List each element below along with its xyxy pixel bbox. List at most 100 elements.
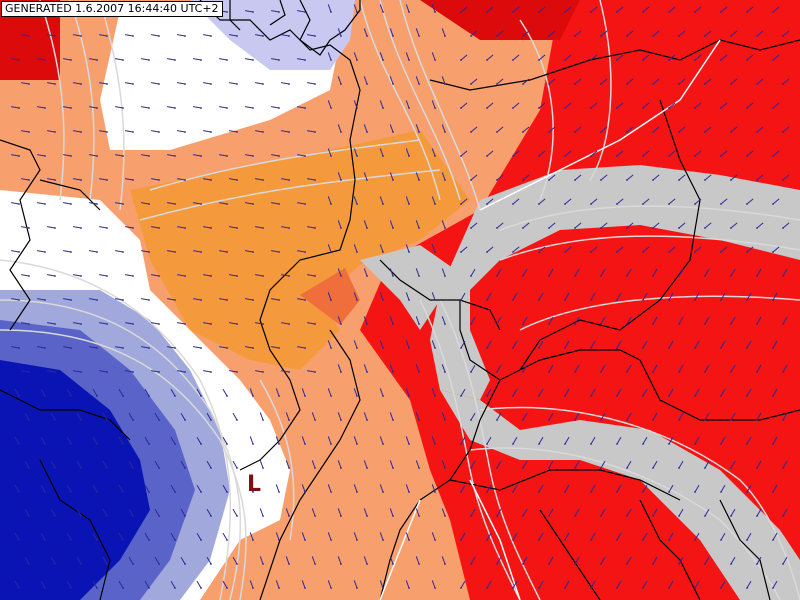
wind-arrow-icon (232, 556, 238, 565)
wind-arrow-head (54, 323, 56, 325)
wind-arrow-icon (311, 460, 316, 469)
wind-arrow-head (704, 35, 706, 37)
wind-arrow-head (18, 443, 20, 445)
wind-arrow-head (80, 419, 82, 421)
wind-arrow-head (210, 131, 212, 133)
wind-arrow-head (652, 515, 654, 517)
wind-arrow-icon (496, 268, 502, 277)
wind-arrow-icon (405, 532, 410, 541)
wind-arrow-head (18, 251, 20, 253)
wind-arrow-icon (363, 508, 368, 517)
country-border-line (0, 389, 131, 441)
wind-arrow-icon (337, 220, 342, 229)
wind-arrow-icon (203, 82, 212, 85)
contour-line (99, 0, 125, 211)
wind-arrow-icon (600, 508, 606, 517)
wind-arrow-head (642, 587, 644, 589)
wind-arrow-head (418, 467, 420, 469)
wind-arrow-icon (125, 226, 134, 229)
wind-arrow-head (512, 203, 514, 205)
wind-arrow-icon (694, 198, 702, 205)
wind-arrow-icon (730, 412, 736, 421)
wind-arrow-icon (512, 340, 518, 349)
wind-arrow-head (642, 59, 644, 61)
wind-arrow-head (28, 227, 30, 229)
wind-arrow-head (408, 395, 410, 397)
wind-arrow-head (366, 371, 368, 373)
wind-arrow-icon (66, 580, 72, 589)
wind-arrow-icon (337, 364, 342, 373)
wind-arrow-head (340, 419, 342, 421)
wind-arrow-head (694, 587, 696, 589)
wind-arrow-head (434, 203, 436, 205)
wind-arrow-icon (704, 268, 710, 277)
wind-arrow-head (200, 203, 202, 205)
wind-arrow-icon (102, 460, 108, 469)
wind-arrow-head (512, 107, 514, 109)
wind-arrow-head (252, 443, 254, 445)
wind-arrow-icon (512, 580, 518, 589)
wind-arrow-head (200, 587, 202, 589)
wind-arrow-head (70, 251, 72, 253)
wind-arrow-head (356, 155, 358, 157)
wind-arrow-icon (389, 460, 394, 469)
wind-arrow-head (574, 275, 576, 277)
wind-arrow-head (28, 371, 30, 373)
wind-arrow-head (678, 371, 680, 373)
wind-arrow-head (226, 11, 228, 13)
wind-arrow-head (356, 11, 358, 13)
wind-arrow-head (200, 539, 202, 541)
wind-arrow-icon (285, 556, 290, 565)
wind-arrow-head (340, 83, 342, 85)
wind-arrow-icon (337, 28, 342, 37)
wind-arrow-icon (431, 100, 436, 109)
wind-arrow-icon (652, 460, 658, 469)
wind-arrow-head (564, 251, 566, 253)
wind-arrow-icon (590, 246, 598, 253)
wind-arrow-icon (486, 150, 494, 157)
wind-arrow-head (600, 275, 602, 277)
wind-arrow-icon (746, 436, 752, 445)
wind-arrow-icon (118, 388, 124, 397)
wind-arrow-icon (678, 556, 684, 565)
wind-arrow-head (200, 395, 202, 397)
wind-arrow-icon (668, 198, 676, 205)
wind-arrow-head (80, 83, 82, 85)
wind-arrow-head (106, 515, 108, 517)
wind-arrow-icon (616, 150, 624, 157)
wind-arrow-head (652, 227, 654, 229)
country-border-line (429, 39, 800, 91)
wind-arrow-head (444, 563, 446, 565)
wind-arrow-head (512, 491, 514, 493)
wind-arrow-head (564, 443, 566, 445)
wind-arrow-icon (47, 130, 56, 133)
wind-arrow-head (54, 371, 56, 373)
wind-arrow-icon (363, 364, 368, 373)
wind-arrow-head (262, 419, 264, 421)
wind-arrow-head (70, 587, 72, 589)
wind-arrow-head (70, 347, 72, 349)
wind-arrow-icon (115, 250, 124, 253)
wind-arrow-icon (118, 532, 124, 541)
wind-arrow-icon (431, 484, 436, 493)
wind-arrow-icon (232, 508, 238, 517)
gray-band-south (440, 390, 800, 600)
wind-arrow-head (652, 563, 654, 565)
contour-line (0, 329, 247, 600)
wind-arrow-icon (496, 78, 504, 85)
wind-arrow-icon (337, 460, 342, 469)
wind-arrow-head (262, 275, 264, 277)
wind-arrow-icon (389, 172, 394, 181)
wind-arrow-icon (89, 106, 98, 109)
wind-arrow-head (626, 35, 628, 37)
wind-arrow-icon (259, 556, 264, 565)
wind-arrow-icon (89, 346, 98, 349)
wind-arrow-icon (616, 292, 622, 301)
wind-arrow-head (304, 443, 306, 445)
wind-arrow-icon (720, 198, 728, 205)
wind-arrow-head (226, 203, 228, 205)
wind-arrow-head (356, 203, 358, 205)
wind-arrow-icon (626, 126, 634, 133)
wind-arrow-head (408, 491, 410, 493)
